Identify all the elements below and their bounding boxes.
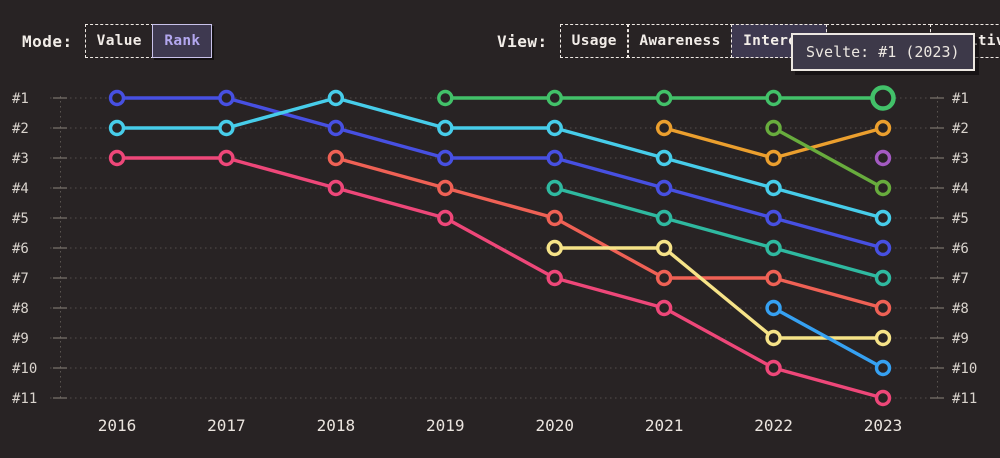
data-point-sky-blue[interactable] [874,359,892,377]
x-axis-label: 2022 [754,416,793,435]
data-point-pink[interactable] [874,389,892,407]
mode-label: Mode: [22,31,73,51]
series-line-indigo [115,96,885,250]
y-axis-label-right: #8 [952,301,969,317]
y-axis-label-left: #9 [12,331,29,347]
data-point-cyan[interactable] [108,119,126,137]
y-axis-label-right: #5 [952,211,969,227]
series-line-leaf-green [771,126,885,190]
y-axis-label-right: #4 [952,181,969,197]
series-line-sky-blue [771,306,885,370]
data-point-svelte[interactable] [546,89,563,107]
data-point-indigo[interactable] [218,89,235,107]
data-point-cyan[interactable] [327,89,345,107]
data-point-pink[interactable] [765,359,782,377]
data-point-coral[interactable] [546,209,563,227]
y-axis-label-right: #7 [952,271,969,287]
data-point-indigo[interactable] [655,179,673,197]
x-axis-label: 2020 [535,416,574,435]
data-point-coral[interactable] [655,269,673,287]
x-axis-label: 2021 [645,416,684,435]
y-axis-label-left: #3 [12,151,29,167]
y-axis-label-left: #10 [12,361,37,377]
data-point-svelte[interactable] [437,89,454,107]
data-point-indigo[interactable] [874,239,892,257]
mode-control: Mode: Value Rank [22,24,213,58]
y-axis-label-left: #8 [12,301,29,317]
y-axis-label-left: #6 [12,241,29,257]
y-axis-label-right: #6 [952,241,969,257]
x-axis-label: 2017 [207,416,246,435]
data-point-teal[interactable] [874,269,892,287]
data-point-coral[interactable] [765,269,782,287]
data-point-coral[interactable] [874,299,892,317]
data-point-sky-blue[interactable] [765,299,782,317]
data-point-cyan[interactable] [218,119,235,137]
data-point-hovered-svelte[interactable] [870,85,896,111]
data-point-cyan[interactable] [546,119,563,137]
mode-option-rank[interactable]: Rank [152,24,213,58]
data-point-coral[interactable] [437,179,454,197]
mode-toggle-group: Value Rank [84,24,213,58]
data-point-coral[interactable] [327,149,345,167]
y-axis-label-right: #2 [952,121,969,137]
x-axis-label: 2018 [317,416,356,435]
y-axis-label-left: #7 [12,271,29,287]
data-point-pink[interactable] [655,299,673,317]
y-axis-label-left: #1 [12,91,29,107]
data-point-indigo[interactable] [546,149,563,167]
series-line-coral [334,156,885,310]
data-point-indigo[interactable] [437,149,454,167]
y-axis-label-right: #3 [952,151,969,167]
x-axis-label: 2016 [98,416,137,435]
data-point-indigo[interactable] [327,119,345,137]
data-point-teal[interactable] [765,239,782,257]
data-point-pink[interactable] [218,149,235,167]
y-axis-label-right: #1 [952,91,969,107]
y-axis-label-right: #10 [952,361,977,377]
data-point-cyan[interactable] [765,179,782,197]
data-point-svelte[interactable] [655,89,673,107]
data-point-indigo[interactable] [765,209,782,227]
view-label: View: [497,31,548,51]
data-point-yellow[interactable] [874,329,892,347]
data-point-pink[interactable] [327,179,345,197]
y-axis-label-left: #2 [12,121,29,137]
x-axis-label: 2023 [864,416,903,435]
data-point-yellow[interactable] [765,329,782,347]
y-axis-label-left: #11 [12,391,37,407]
y-axis-label-right: #11 [952,391,977,407]
data-point-yellow[interactable] [655,239,673,257]
x-axis-label: 2019 [426,416,465,435]
series-line-teal [553,186,885,280]
data-point-pink[interactable] [108,149,126,167]
data-point-teal[interactable] [655,209,673,227]
data-point-pink[interactable] [546,269,563,287]
data-point-indigo[interactable] [108,89,126,107]
data-point-orange[interactable] [874,119,892,137]
data-point-svelte[interactable] [765,89,782,107]
data-point-orange[interactable] [655,119,673,137]
tooltip: Svelte: #1 (2023) [791,33,975,71]
data-point-pink[interactable] [437,209,454,227]
data-point-cyan[interactable] [655,149,673,167]
y-axis-label-left: #5 [12,211,29,227]
y-axis-label-left: #4 [12,181,29,197]
series-line-cyan [115,96,885,220]
data-point-leaf-green[interactable] [765,119,782,137]
data-point-purple[interactable] [874,149,892,167]
data-point-yellow[interactable] [546,239,563,257]
data-point-cyan[interactable] [437,119,454,137]
data-point-leaf-green[interactable] [874,179,892,197]
data-point-cyan[interactable] [874,209,892,227]
series-line-pink [115,156,885,400]
data-point-teal[interactable] [546,179,563,197]
y-axis-label-right: #9 [952,331,969,347]
data-point-orange[interactable] [765,149,782,167]
